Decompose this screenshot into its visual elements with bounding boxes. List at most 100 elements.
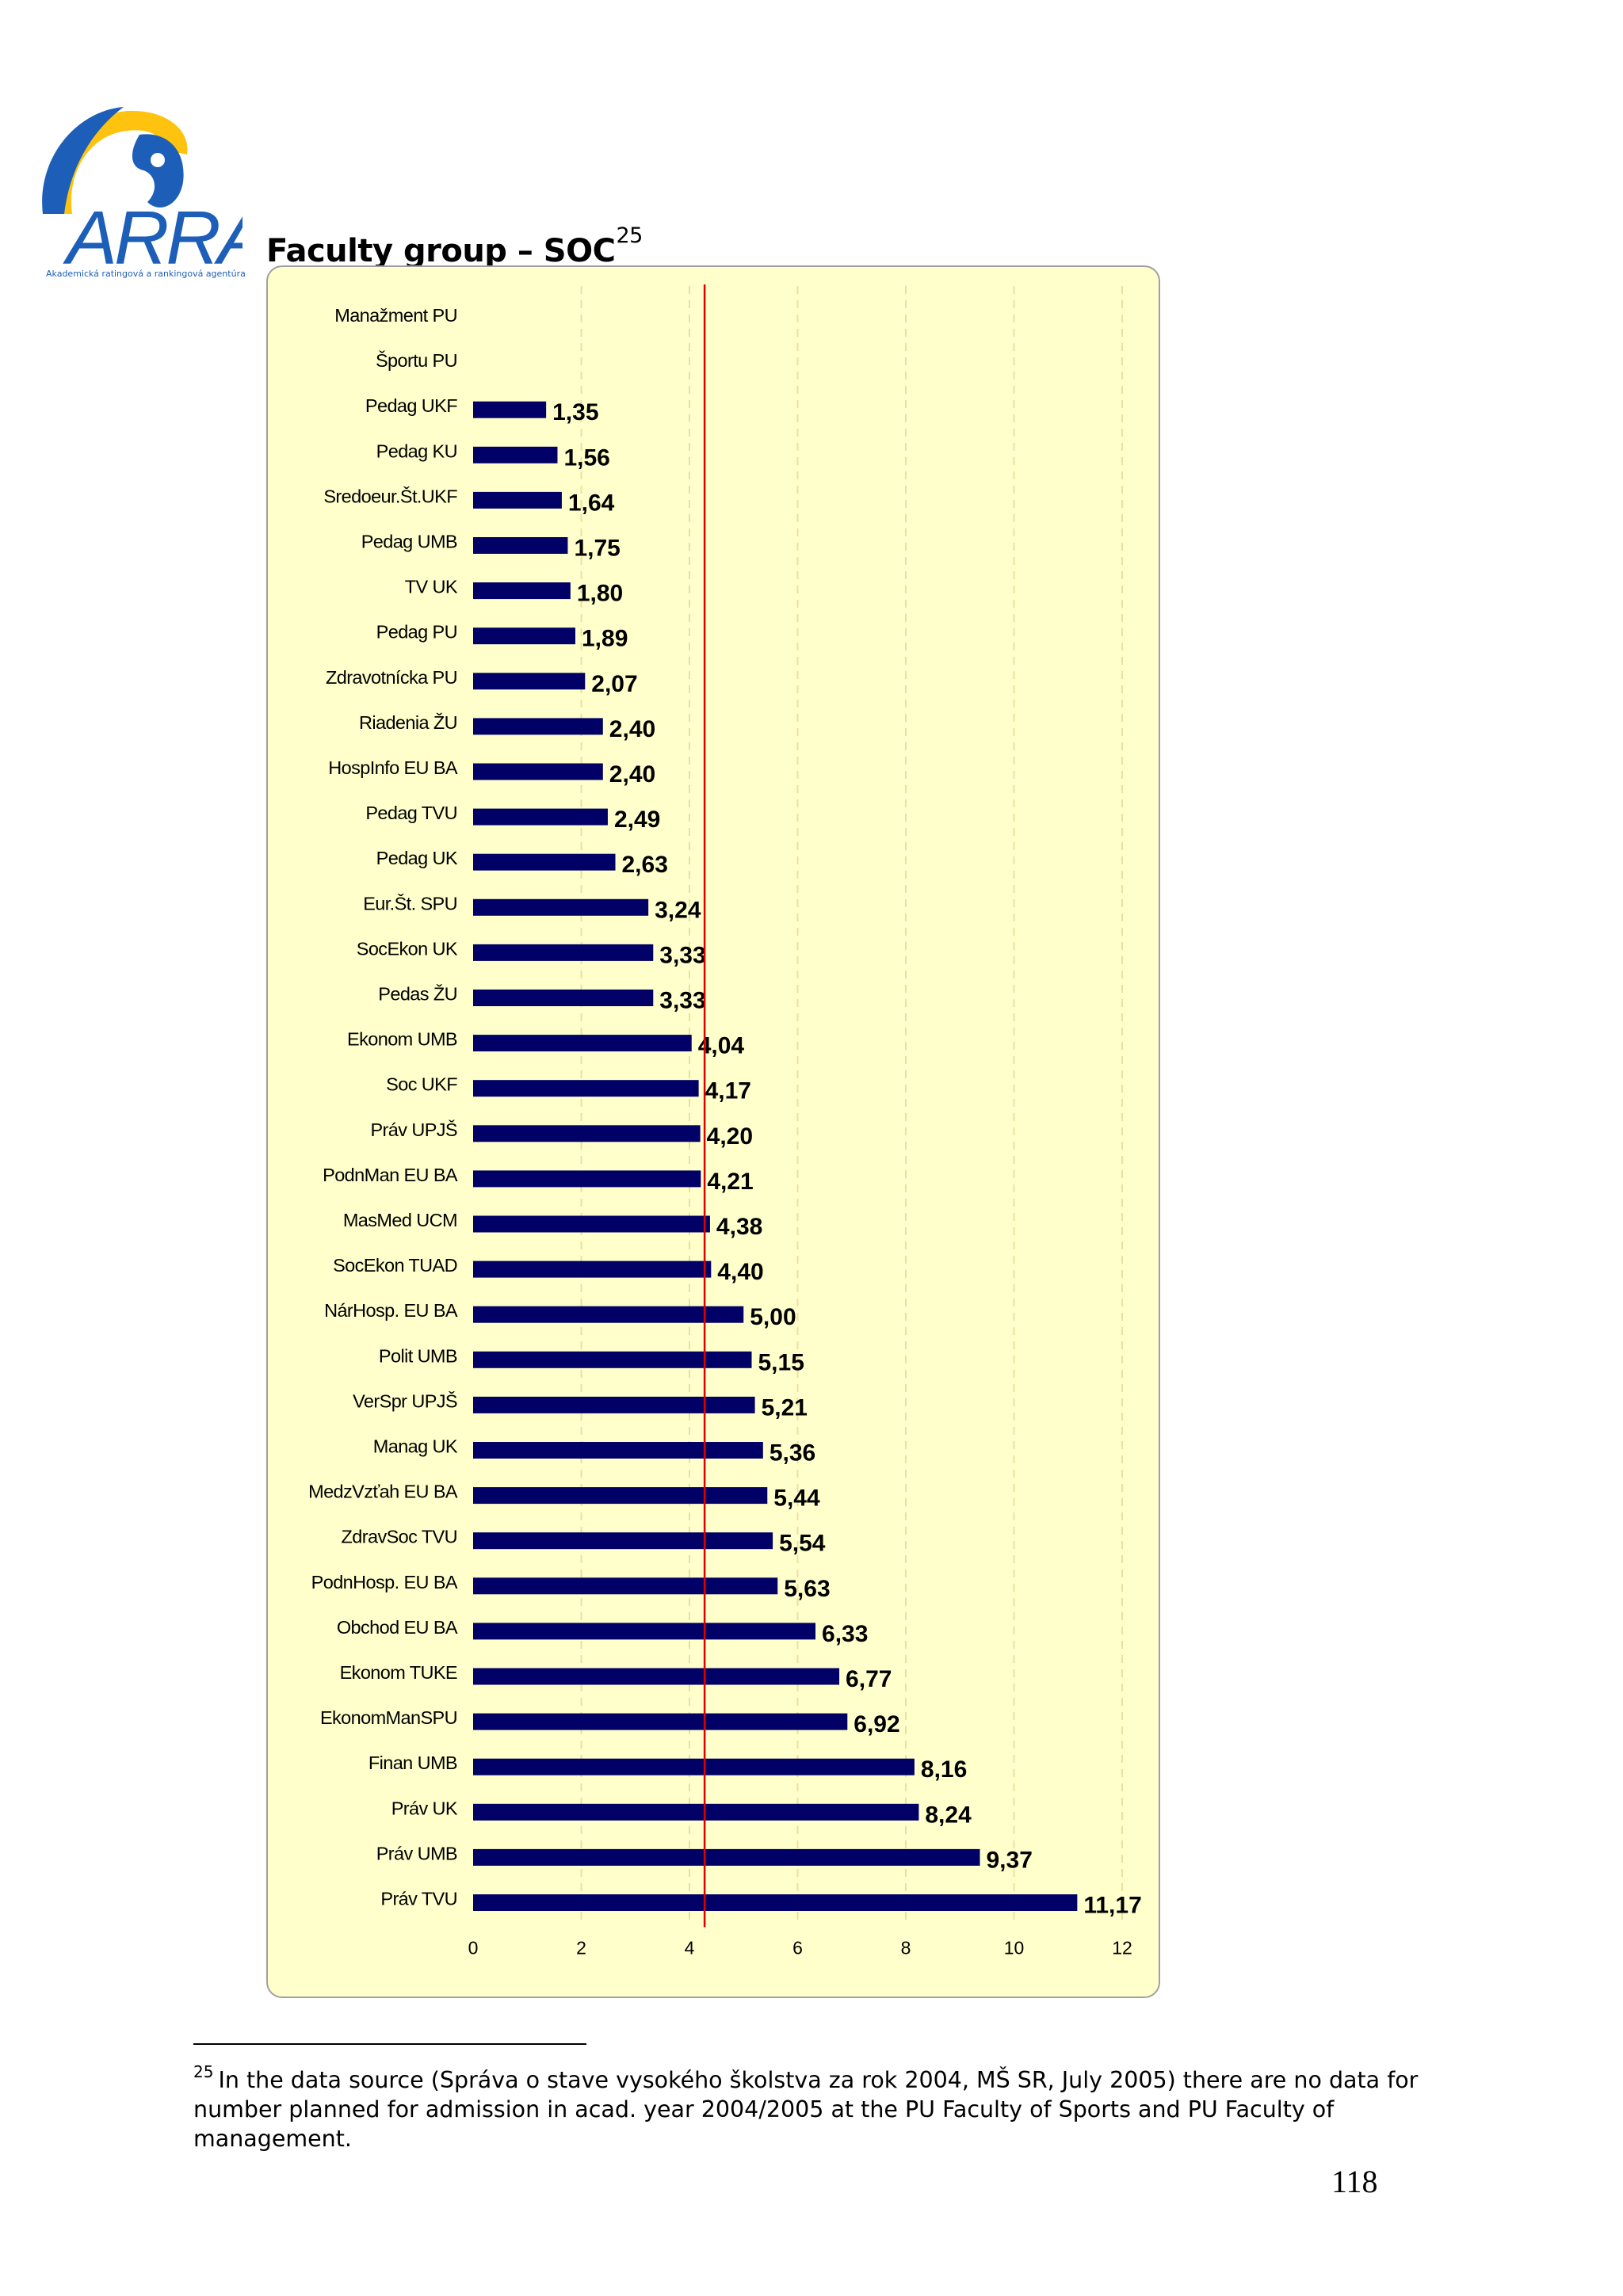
data-label: 11,17 (1083, 1893, 1141, 1919)
bar (473, 853, 616, 871)
logo-parrot-eye (151, 153, 165, 167)
category-label: Pedag TVU (365, 803, 457, 823)
bar (473, 1125, 701, 1142)
category-label: Pedas ŽU (378, 984, 457, 1005)
data-label: 4,17 (705, 1078, 751, 1104)
category-label: Eur.Št. SPU (363, 892, 457, 913)
logo-parrot-head (132, 134, 184, 208)
data-label: 6,92 (854, 1711, 899, 1737)
category-label: Športu PU (376, 349, 457, 371)
bar (473, 990, 654, 1006)
category-label: ZdravSoc TVU (342, 1527, 457, 1547)
category-label: Práv UMB (376, 1843, 457, 1863)
bar (473, 808, 608, 826)
data-label: 4,21 (707, 1169, 753, 1195)
bar (473, 1080, 699, 1097)
category-label: VerSpr UPJŠ (353, 1390, 457, 1411)
footnote-separator (193, 2043, 586, 2045)
category-label: Polit UMB (379, 1345, 457, 1366)
category-label: SocEkon UK (357, 938, 458, 959)
bar (473, 1803, 919, 1821)
category-label: Manažment PU (334, 305, 457, 326)
data-label: 5,44 (773, 1486, 820, 1512)
data-label: 6,33 (822, 1621, 868, 1647)
category-label: Soc UKF (386, 1074, 457, 1095)
category-label: NárHosp. EU BA (324, 1300, 458, 1321)
logo-blue-arc (42, 107, 124, 214)
bar (473, 627, 575, 645)
x-tick-label: 12 (1112, 1938, 1132, 1958)
bar (473, 537, 568, 554)
category-label: Pedag UK (376, 848, 458, 868)
logo-subtitle: Akademická ratingová a rankingová agentú… (46, 269, 246, 279)
data-label: 5,36 (769, 1440, 815, 1466)
data-label: 8,16 (921, 1756, 967, 1783)
data-label: 4,38 (716, 1214, 762, 1240)
footnote-reference[interactable]: 25 (616, 223, 643, 248)
data-label: 1,35 (552, 399, 598, 425)
data-label: 5,00 (750, 1304, 796, 1330)
data-label: 6,77 (846, 1666, 892, 1692)
footnote-text: In the data source (Správa o stave vysok… (193, 2067, 1419, 2152)
category-label: Práv UK (391, 1798, 458, 1818)
bar (473, 491, 562, 509)
category-label: Zdravotnícka PU (326, 667, 457, 688)
x-tick-label: 6 (792, 1938, 803, 1958)
category-label: SocEkon TUAD (333, 1255, 457, 1276)
bar (473, 1577, 778, 1595)
data-label: 4,04 (698, 1033, 745, 1059)
x-tick-label: 4 (685, 1938, 695, 1958)
bar (473, 582, 571, 600)
bar (473, 944, 654, 961)
bar (473, 1396, 755, 1413)
data-label: 3,33 (659, 942, 705, 968)
bar (473, 673, 586, 690)
data-label: 1,56 (563, 444, 609, 471)
bar (473, 1035, 692, 1052)
data-label: 1,64 (568, 490, 615, 516)
data-label: 1,75 (574, 536, 620, 562)
category-label: Pedag UKF (365, 395, 457, 416)
bar (473, 1487, 768, 1505)
bar (473, 898, 649, 916)
bar (473, 763, 603, 780)
bar (473, 446, 558, 463)
category-label: MedzVzťah EU BA (308, 1482, 458, 1502)
data-label: 3,33 (659, 988, 705, 1014)
category-label: EkonomManSPU (320, 1707, 457, 1728)
bar (473, 1351, 752, 1368)
category-label: Práv TVU (380, 1889, 457, 1909)
bar (473, 1442, 763, 1459)
data-label: 1,80 (577, 581, 623, 607)
x-tick-label: 0 (468, 1938, 479, 1958)
bar (473, 1623, 816, 1640)
category-label: HospInfo EU BA (328, 757, 458, 778)
bar (473, 1668, 840, 1685)
footnote: 25 In the data source (Správa o stave vys… (193, 2058, 1430, 2153)
data-label: 9,37 (987, 1847, 1033, 1873)
category-label: Pedag UMB (361, 532, 457, 552)
category-label: PodnHosp. EU BA (311, 1572, 458, 1592)
page-title-text: Faculty group – SOC (266, 233, 616, 269)
data-label: 5,63 (784, 1576, 830, 1602)
data-label: 2,07 (591, 671, 637, 697)
page-number: 118 (1331, 2164, 1378, 2199)
data-label: 5,54 (779, 1531, 826, 1557)
data-label: 5,21 (762, 1394, 808, 1421)
bar-chart: 0 2 4 6 8 10 12 Manažment PU Športu PU Pedag UKF 1… (308, 284, 1142, 1958)
category-label: Obchod EU BA (337, 1617, 458, 1638)
category-label: Práv UPJŠ (370, 1119, 457, 1140)
bar (473, 1848, 980, 1866)
bar (473, 1306, 744, 1323)
data-label: 4,20 (707, 1123, 753, 1150)
x-tick-label: 8 (901, 1938, 911, 1958)
category-label: Pedag PU (376, 622, 457, 643)
data-label: 3,24 (655, 897, 701, 923)
data-label: 4,40 (717, 1259, 763, 1285)
bar (473, 718, 603, 735)
x-tick-label: 2 (576, 1938, 586, 1958)
bar (473, 1532, 773, 1550)
category-label: Manag UK (373, 1436, 458, 1457)
footnote-number: 25 (193, 2062, 214, 2081)
